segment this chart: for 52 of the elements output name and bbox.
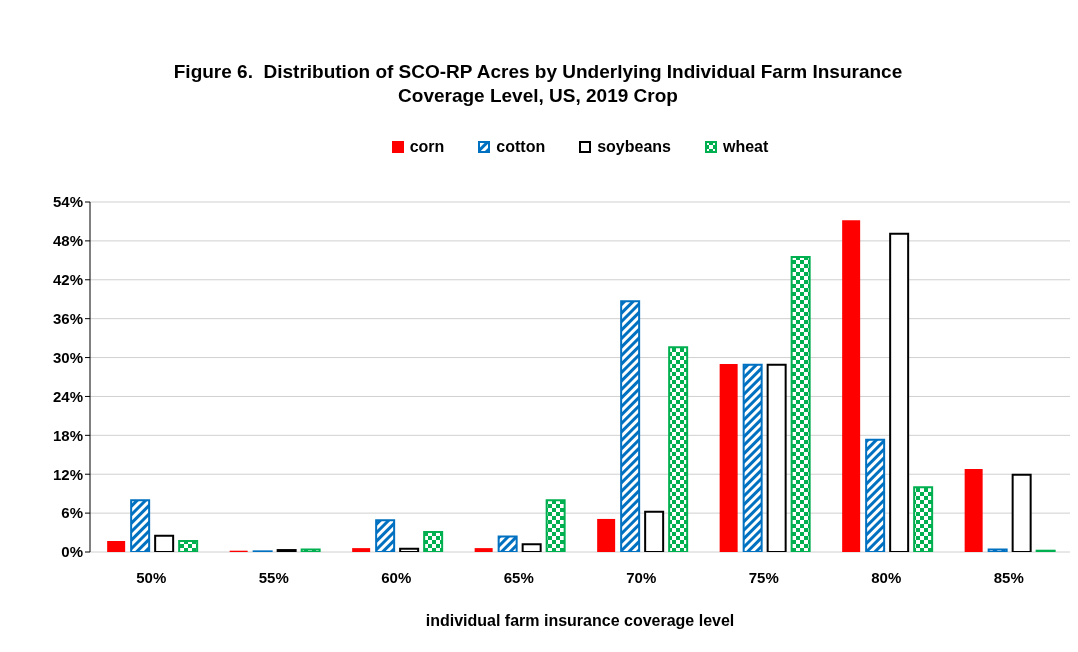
bar [300, 548, 321, 552]
x-axis-title: individual farm insurance coverage level [424, 612, 736, 630]
bar [842, 220, 861, 552]
y-tick-label: 30% [52, 348, 83, 366]
y-tick-label: 42% [52, 271, 83, 289]
bar [719, 364, 738, 552]
bar [766, 363, 787, 552]
x-tick-label: 80% [871, 568, 902, 586]
bar [644, 510, 665, 552]
bar [107, 540, 126, 552]
bar [865, 438, 886, 552]
bar [474, 548, 493, 552]
bar [352, 548, 371, 552]
y-tick-label: 6% [61, 504, 83, 522]
legend-label: soybeans [597, 138, 671, 156]
bar [423, 530, 444, 552]
y-tick-label: 36% [52, 309, 83, 327]
bar [987, 548, 1008, 552]
y-tick-label: 24% [52, 387, 83, 405]
bar [1011, 473, 1032, 552]
bar [178, 539, 199, 552]
bar [597, 518, 616, 552]
bar [399, 547, 420, 552]
bar [375, 519, 396, 552]
y-tick-label: 48% [52, 232, 83, 250]
bar [620, 300, 641, 552]
y-tick-label: 0% [61, 543, 83, 561]
bar [913, 486, 934, 552]
x-tick-label: 85% [993, 568, 1024, 586]
bar [545, 499, 566, 552]
x-tick-label: 50% [136, 568, 167, 586]
legend-label: corn [409, 138, 445, 156]
bar [964, 469, 983, 552]
bar [790, 256, 811, 552]
x-tick-label: 60% [381, 568, 412, 586]
bar [130, 499, 151, 552]
bar [521, 543, 542, 552]
y-tick-label: 18% [52, 426, 83, 444]
x-tick-label: 70% [626, 568, 657, 586]
y-tick-label: 12% [52, 465, 83, 483]
legend-label: wheat [723, 138, 769, 156]
chart-title: Figure 6. Distribution of SCO-RP Acres by Underlying Individual Farm Insurance Coverage Level, US, 2019 Crop [172, 60, 904, 108]
x-tick-label: 55% [258, 568, 289, 586]
bar [889, 232, 910, 552]
bar [668, 346, 689, 552]
x-tick-label: 65% [503, 568, 534, 586]
y-tick-label: 54% [52, 193, 83, 211]
x-tick-label: 75% [748, 568, 779, 586]
bar [154, 534, 175, 552]
bar [497, 535, 518, 552]
legend-label: cotton [496, 138, 546, 156]
bar [742, 363, 763, 552]
